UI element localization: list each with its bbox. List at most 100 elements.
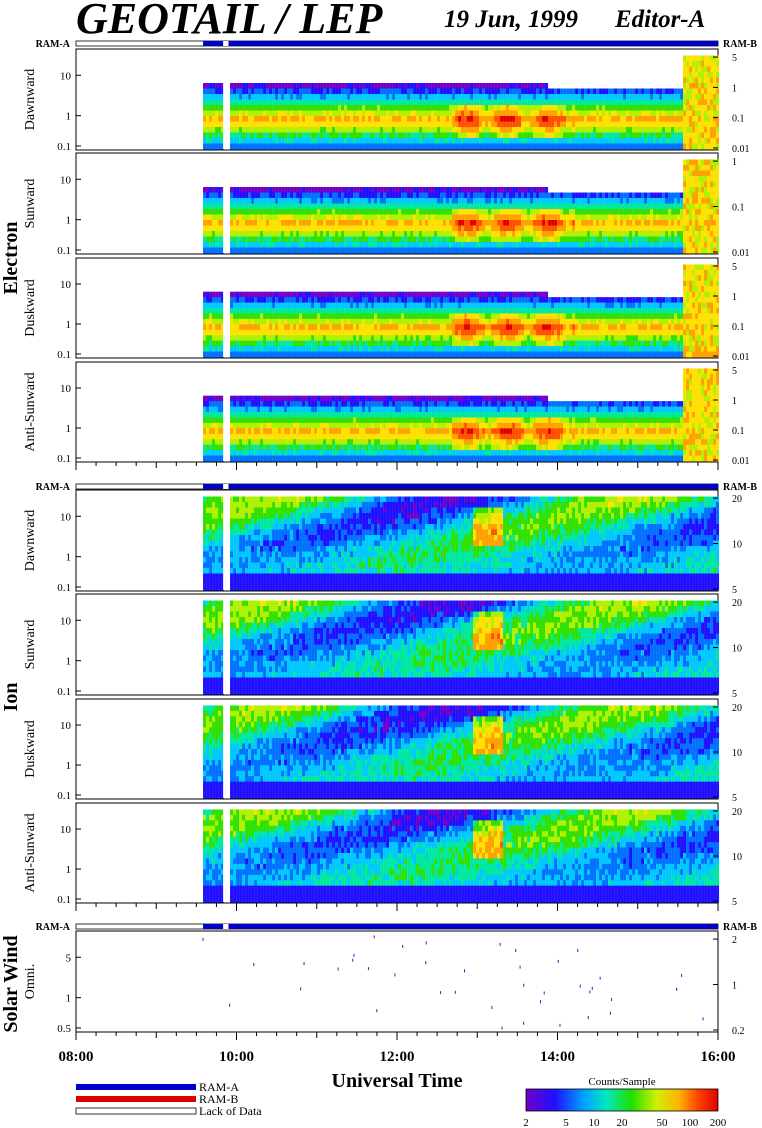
spectrogram-cell	[563, 116, 566, 122]
spectrogram-cell	[500, 89, 503, 95]
spectrogram-cell	[452, 100, 455, 106]
spectrogram-cell	[497, 94, 500, 100]
spectrogram-cell	[521, 105, 524, 111]
spectrogram-cell	[203, 133, 206, 139]
spectrogram-cell	[233, 335, 236, 341]
spectrogram-cell	[542, 215, 545, 221]
spectrogram-cell	[488, 220, 491, 226]
spectrogram-cell	[623, 226, 626, 232]
spectrogram-cell	[503, 89, 506, 95]
spectrogram-cell	[404, 100, 407, 106]
spectrogram-cell	[548, 138, 551, 144]
spectrogram-cell	[236, 341, 239, 347]
spectrogram-cell	[539, 215, 542, 221]
spectrogram-cell	[248, 89, 251, 95]
spectrogram-cell	[275, 127, 278, 133]
spectrogram-cell	[341, 204, 344, 210]
spectrogram-cell	[422, 122, 425, 128]
spectrogram-cell	[527, 248, 530, 254]
spectrogram-cell	[563, 220, 566, 226]
spectrogram-cell	[245, 111, 248, 117]
spectrogram-cell	[416, 133, 419, 139]
spectrogram-cell	[623, 231, 626, 237]
spectrogram-cell	[380, 330, 383, 336]
spectrogram-cell	[317, 231, 320, 237]
spectrogram-cell	[368, 138, 371, 144]
spectrogram-cell	[356, 330, 359, 336]
spectrogram-cell	[260, 100, 263, 106]
spectrogram-cell	[302, 193, 305, 199]
spectrogram-cell	[206, 237, 209, 243]
spectrogram-cell	[704, 182, 707, 188]
spectrogram-cell	[311, 242, 314, 248]
spectrogram-cell	[617, 105, 620, 111]
spectrogram-cell	[365, 308, 368, 314]
spectrogram-cell	[668, 248, 671, 254]
spectrogram-cell	[278, 346, 281, 352]
spectrogram-cell	[503, 127, 506, 133]
spectrogram-cell	[383, 231, 386, 237]
spectrogram-cell	[368, 346, 371, 352]
spectrogram-cell	[407, 215, 410, 221]
spectrogram-cell	[674, 133, 677, 139]
spectrogram-cell	[485, 242, 488, 248]
spectrogram-cell	[281, 242, 284, 248]
spectrogram-cell	[584, 94, 587, 100]
spectrogram-cell	[272, 226, 275, 232]
spectrogram-cell	[350, 220, 353, 226]
spectrogram-cell	[206, 352, 209, 358]
spectrogram-cell	[539, 226, 542, 232]
spectrogram-cell	[617, 127, 620, 133]
spectrogram-cell	[272, 242, 275, 248]
spectrogram-cell	[341, 303, 344, 309]
spectrogram-cell	[347, 313, 350, 319]
spectrogram-cell	[242, 204, 245, 210]
spectrogram-cell	[341, 297, 344, 303]
spectrogram-cell	[563, 242, 566, 248]
spectrogram-cell	[425, 231, 428, 237]
spectrogram-cell	[512, 138, 515, 144]
spectrogram-cell	[494, 138, 497, 144]
spectrogram-cell	[680, 226, 683, 232]
spectrogram-cell	[689, 198, 692, 204]
spectrogram-cell	[512, 144, 515, 150]
spectrogram-cell	[326, 116, 329, 122]
spectrogram-cell	[644, 100, 647, 106]
spectrogram-cell	[656, 215, 659, 221]
spectrogram-cell	[398, 204, 401, 210]
spectrogram-cell	[587, 198, 590, 204]
spectrogram-cell	[629, 231, 632, 237]
spectrogram-cell	[581, 94, 584, 100]
spectrogram-cell	[266, 335, 269, 341]
spectrogram-cell	[284, 308, 287, 314]
spectrogram-cell	[515, 127, 518, 133]
spectrogram-cell	[362, 116, 365, 122]
spectrogram-cell	[548, 231, 551, 237]
spectrogram-cell	[428, 204, 431, 210]
spectrogram-cell	[512, 215, 515, 221]
spectrogram-cell	[380, 198, 383, 204]
spectrogram-cell	[527, 100, 530, 106]
spectrogram-cell	[470, 127, 473, 133]
spectrogram-cell	[230, 116, 233, 122]
spectrogram-cell	[521, 138, 524, 144]
spectrogram-cell	[425, 89, 428, 95]
spectrogram-cell	[320, 220, 323, 226]
spectrogram-cell	[230, 187, 233, 193]
spectrogram-cell	[212, 226, 215, 232]
spectrogram-cell	[503, 242, 506, 248]
spectrogram-cell	[608, 100, 611, 106]
spectrogram-cell	[440, 193, 443, 199]
spectrogram-cell	[359, 187, 362, 193]
spectrogram-cell	[449, 111, 452, 117]
ram-bar-gap-1	[223, 484, 228, 489]
spectrogram-cell	[320, 94, 323, 100]
spectrogram-cell	[410, 204, 413, 210]
spectrogram-cell	[470, 187, 473, 193]
spectrogram-cell	[707, 171, 710, 177]
spectrogram-cell	[635, 105, 638, 111]
spectrogram-cell	[353, 94, 356, 100]
spectrogram-cell	[662, 198, 665, 204]
spectrogram-cell	[566, 89, 569, 95]
spectrogram-cell	[242, 352, 245, 358]
